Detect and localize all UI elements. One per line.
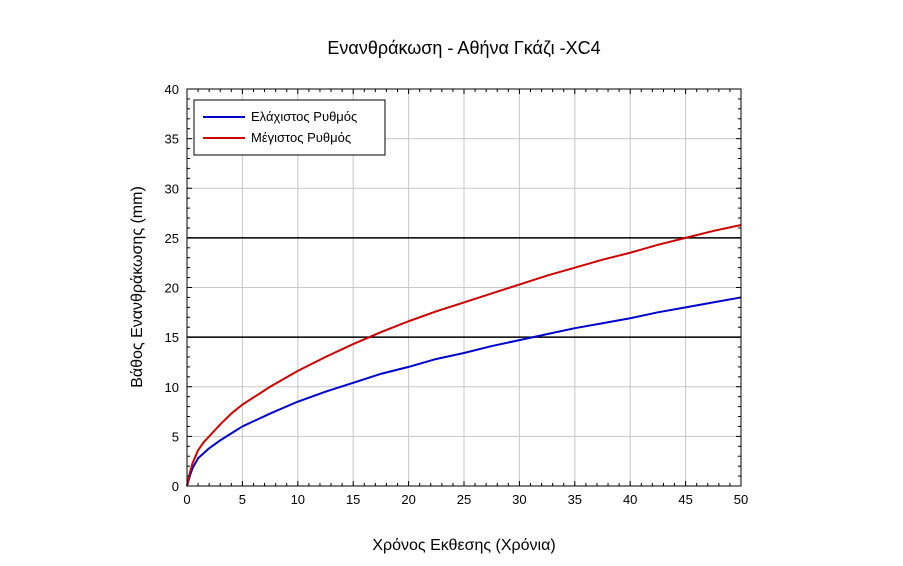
- x-axis-label: Χρόνος Εκθεσης (Χρόνια): [372, 537, 555, 554]
- x-tick-labels: 0 5 10 15 20 25 30 35 40 45 50: [183, 492, 748, 507]
- series-min-rate-line: [186, 296, 742, 487]
- legend: Ελάχιστος Ρυθμός Μέγιστος Ρυθμός: [193, 99, 386, 156]
- x-tick-label: 20: [401, 492, 415, 507]
- x-tick-label: 35: [568, 492, 582, 507]
- x-tick-label: 40: [623, 492, 637, 507]
- y-tick-label: 5: [172, 429, 179, 444]
- y-tick-label: 20: [165, 281, 179, 296]
- x-tick-label: 15: [346, 492, 360, 507]
- y-tick-labels: 0 5 10 15 20 25 30 35 40: [165, 82, 179, 494]
- x-tick-label: 45: [678, 492, 692, 507]
- legend-box: [193, 99, 386, 156]
- x-tick-label: 10: [291, 492, 305, 507]
- series-layer: [186, 223, 742, 487]
- legend-label-max: Μέγιστος Ρυθμός: [251, 130, 351, 145]
- x-tick-label: 30: [512, 492, 526, 507]
- y-axis-label: Βάθος Ενανθράκωσης (mm): [129, 186, 146, 388]
- x-tick-label: 5: [239, 492, 246, 507]
- legend-label-min: Ελάχιστος Ρυθμός: [251, 109, 357, 124]
- x-tick-label: 25: [457, 492, 471, 507]
- y-tick-label: 40: [165, 82, 179, 97]
- y-tick-label: 30: [165, 181, 179, 196]
- y-tick-label: 25: [165, 231, 179, 246]
- chart-title: Ενανθράκωση - Αθήνα Γκάζι -XC4: [327, 38, 600, 58]
- x-tick-label: 0: [183, 492, 190, 507]
- series-max-rate-line: [186, 223, 742, 487]
- y-tick-label: 0: [172, 479, 179, 494]
- y-tick-label: 15: [165, 330, 179, 345]
- ticks: [186, 88, 742, 487]
- y-tick-label: 10: [165, 380, 179, 395]
- y-tick-label: 35: [165, 132, 179, 147]
- x-tick-label: 50: [734, 492, 748, 507]
